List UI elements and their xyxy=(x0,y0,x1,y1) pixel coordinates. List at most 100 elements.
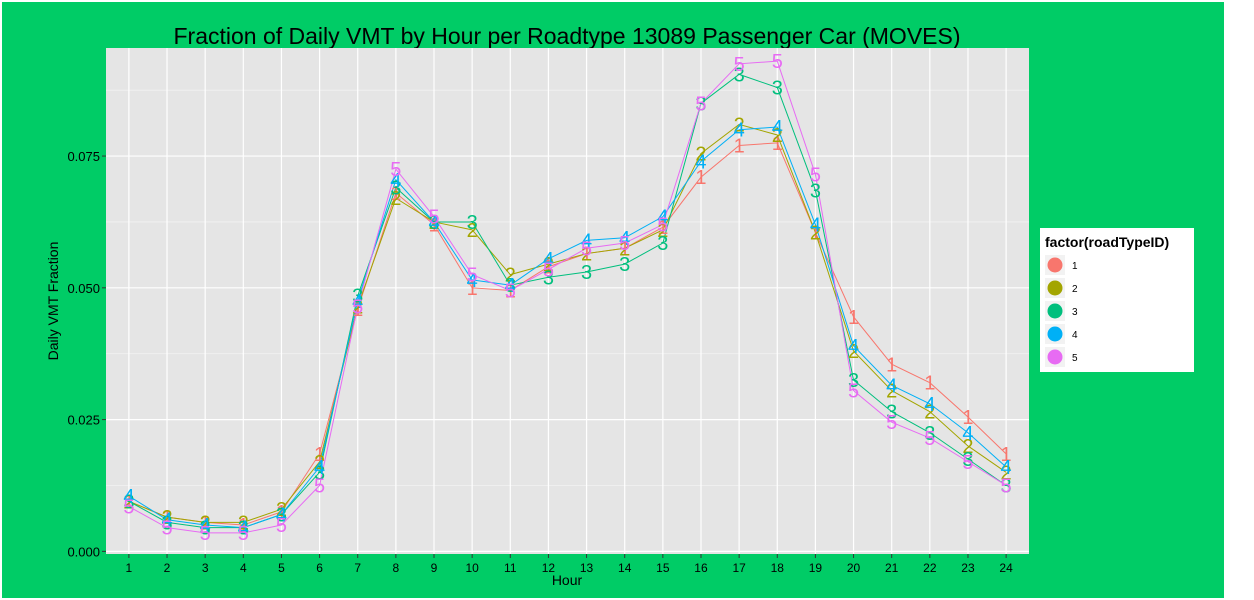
x-tick-label: 24 xyxy=(999,561,1013,575)
data-point-series-1: 1 xyxy=(123,491,134,513)
x-tick-label: 13 xyxy=(580,561,594,575)
x-tick-label: 9 xyxy=(431,561,438,575)
data-point-series-2: 2 xyxy=(619,238,630,260)
x-tick-label: 2 xyxy=(164,561,171,575)
data-point-series-2: 2 xyxy=(200,512,211,534)
legend-label-4: 4 xyxy=(1072,330,1078,341)
data-point-series-1: 1 xyxy=(352,299,363,321)
data-point-series-5: 5 xyxy=(810,165,821,187)
series-line-1 xyxy=(128,142,1007,526)
data-point-series-3: 3 xyxy=(543,267,554,289)
data-point-series-1: 1 xyxy=(428,215,439,237)
x-tick-label: 5 xyxy=(278,561,285,575)
y-tick-label: 0.075 xyxy=(67,149,100,164)
legend-key-3 xyxy=(1047,303,1063,319)
data-point-series-3: 3 xyxy=(276,504,287,526)
data-point-series-2: 2 xyxy=(352,296,363,318)
data-point-series-3: 3 xyxy=(772,78,783,100)
chart-title: Fraction of Daily VMT by Hour per Roadty… xyxy=(173,23,960,49)
data-point-series-1: 1 xyxy=(505,280,516,302)
data-point-series-5: 5 xyxy=(390,159,401,181)
legend-label-3: 3 xyxy=(1072,307,1078,318)
data-point-series-2: 2 xyxy=(581,244,592,266)
data-point-series-1: 1 xyxy=(390,183,401,205)
data-point-series-1: 1 xyxy=(657,217,668,239)
data-point-series-3: 3 xyxy=(352,286,363,308)
x-tick-label: 14 xyxy=(618,561,632,575)
data-point-series-3: 3 xyxy=(886,402,897,424)
data-point-series-5: 5 xyxy=(238,523,249,545)
data-point-series-2: 2 xyxy=(390,188,401,210)
data-point-series-1: 1 xyxy=(276,502,287,524)
data-point-series-5: 5 xyxy=(467,265,478,287)
data-point-series-5: 5 xyxy=(657,215,668,237)
data-point-series-4: 4 xyxy=(467,270,478,292)
legend-key-4 xyxy=(1047,326,1063,342)
data-point-series-3: 3 xyxy=(619,254,630,276)
y-tick-label: 0.025 xyxy=(67,413,100,428)
data-point-series-3: 3 xyxy=(390,178,401,200)
legend-key-5 xyxy=(1047,349,1063,365)
data-point-series-4: 4 xyxy=(161,510,172,532)
data-point-series-3: 3 xyxy=(467,212,478,234)
data-point-series-4: 4 xyxy=(619,228,630,250)
data-point-series-4: 4 xyxy=(695,151,706,173)
data-point-series-1: 1 xyxy=(543,257,554,279)
data-point-series-3: 3 xyxy=(657,233,668,255)
series-line-5 xyxy=(128,60,1007,534)
data-point-series-5: 5 xyxy=(772,51,783,73)
data-point-series-2: 2 xyxy=(238,512,249,534)
data-point-series-3: 3 xyxy=(581,262,592,284)
x-axis-label: Hour xyxy=(552,572,583,588)
data-point-series-4: 4 xyxy=(390,170,401,192)
data-point-series-2: 2 xyxy=(123,491,134,513)
data-point-series-3: 3 xyxy=(962,449,973,471)
data-point-series-3: 3 xyxy=(1001,475,1012,497)
data-point-series-1: 1 xyxy=(924,373,935,395)
data-point-series-1: 1 xyxy=(772,133,783,155)
data-point-series-1: 1 xyxy=(810,222,821,244)
plot-panel xyxy=(106,48,1029,554)
x-tick-label: 4 xyxy=(240,561,247,575)
legend-key-1 xyxy=(1047,257,1063,273)
data-point-series-3: 3 xyxy=(505,275,516,297)
data-point-series-5: 5 xyxy=(886,412,897,434)
data-point-series-4: 4 xyxy=(1001,457,1012,479)
data-point-series-1: 1 xyxy=(848,307,859,329)
data-point-series-5: 5 xyxy=(962,452,973,474)
x-tick-label: 8 xyxy=(393,561,400,575)
data-point-series-2: 2 xyxy=(848,341,859,363)
x-tick-label: 6 xyxy=(316,561,323,575)
data-point-series-1: 1 xyxy=(467,278,478,300)
legend-label-5: 5 xyxy=(1072,353,1078,364)
data-point-series-3: 3 xyxy=(428,212,439,234)
data-point-series-5: 5 xyxy=(581,238,592,260)
x-tick-label: 12 xyxy=(542,561,556,575)
data-point-series-5: 5 xyxy=(924,428,935,450)
data-point-series-2: 2 xyxy=(734,114,745,136)
data-point-series-1: 1 xyxy=(962,407,973,429)
x-tick-label: 21 xyxy=(885,561,899,575)
data-point-series-3: 3 xyxy=(695,93,706,115)
data-point-series-2: 2 xyxy=(886,381,897,403)
data-point-series-2: 2 xyxy=(428,212,439,234)
data-point-series-3: 3 xyxy=(161,512,172,534)
data-point-series-4: 4 xyxy=(276,504,287,526)
legend-entries: 1 2 3 4 5 xyxy=(1045,255,1078,367)
series-lines xyxy=(128,60,1007,534)
x-tick-label: 18 xyxy=(771,561,785,575)
legend: factor(roadTypeID) 1 2 3 4 5 xyxy=(1040,228,1194,372)
data-point-series-4: 4 xyxy=(581,230,592,252)
data-point-series-1: 1 xyxy=(314,444,325,466)
x-tick-label: 20 xyxy=(847,561,861,575)
legend-key-2 xyxy=(1047,280,1063,296)
legend-label-2: 2 xyxy=(1072,284,1078,295)
data-point-series-2: 2 xyxy=(1001,462,1012,484)
data-point-series-5: 5 xyxy=(352,296,363,318)
data-point-series-3: 3 xyxy=(123,491,134,513)
legend-title: factor(roadTypeID) xyxy=(1045,234,1169,250)
data-point-series-2: 2 xyxy=(810,222,821,244)
series-line-4 xyxy=(128,126,1007,529)
data-point-series-3: 3 xyxy=(810,180,821,202)
data-point-series-5: 5 xyxy=(695,93,706,115)
